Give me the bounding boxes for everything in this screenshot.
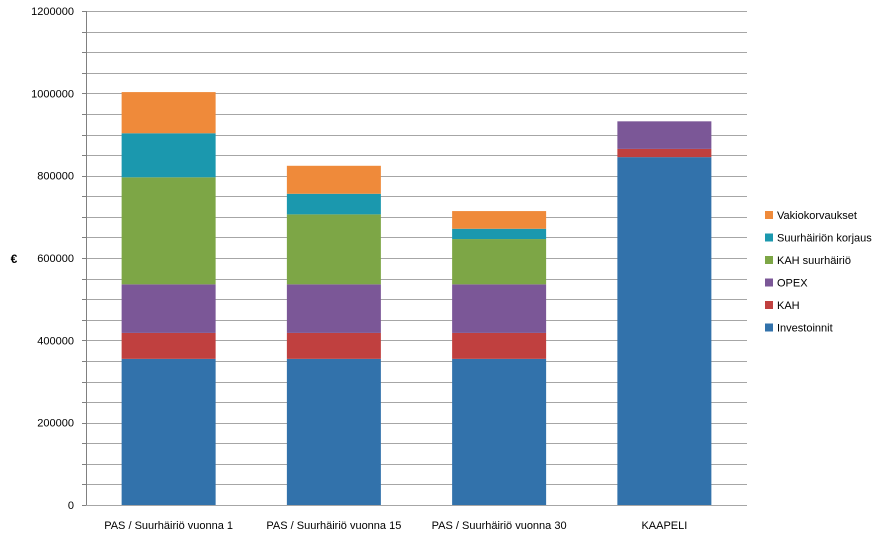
legend-swatch [765,211,773,219]
legend-item: Vakiokorvaukset [765,210,857,222]
bar-segment [617,121,712,149]
y-axis-label: € [11,252,18,266]
bar-segment [286,332,381,359]
legend-label: Suurhäiriön korjaus [777,233,872,245]
x-category-label: PAS / Suurhäiriö vuonna 30 [432,520,567,532]
bar-stack [286,165,381,505]
legend-item: Investoinnit [765,323,833,335]
bar-segment [452,332,547,359]
y-tick-label: 800000 [37,171,74,183]
y-tick-label: 200000 [37,418,74,430]
legend-swatch [765,278,773,287]
bar-segment [617,148,712,158]
bar-segment [121,177,216,285]
bar-segment [121,332,216,359]
legend-swatch [765,233,773,242]
bar-segment [286,284,381,333]
bar-stack [617,121,712,505]
y-tick-label: 0 [68,500,74,512]
legend-swatch [765,301,773,309]
legend-label: Investoinnit [777,323,833,335]
legend: Vakiokorvaukset Suurhäiriön korjaus KAH su… [765,210,872,335]
bar-stack [452,211,547,505]
bar-segment [121,133,216,178]
legend-swatch [765,256,773,264]
legend-label: KAH suurhäiriö [777,255,851,267]
legend-item: OPEX [765,278,808,290]
x-category-label: PAS / Suurhäiriö vuonna 15 [266,520,401,532]
y-tick-label: 1000000 [31,88,74,100]
bar-segment [286,193,381,215]
legend-label: OPEX [777,278,808,290]
y-axis-ticks: 0 200000 400000 600000 800000 1000000 1200000 [31,6,74,512]
bar-segment [617,157,712,505]
bar-segment [452,239,547,285]
x-category-label: KAAPELI [641,520,687,532]
x-category-label: PAS / Suurhäiriö vuonna 1 [104,520,233,532]
bar-segment [286,165,381,194]
bar-segment [452,284,547,333]
y-tick-label: 1200000 [31,6,74,18]
legend-label: KAH [777,300,800,312]
legend-swatch [765,323,773,332]
y-tick-label: 600000 [37,253,74,265]
legend-label: Vakiokorvaukset [777,210,857,222]
legend-item: KAH [765,300,800,312]
bar-segment [121,284,216,333]
bar-segment [286,214,381,285]
bar-segment [286,358,381,505]
bar-segment [452,228,547,240]
legend-item: Suurhäiriön korjaus [765,233,872,245]
y-tick-label: 400000 [37,335,74,347]
x-axis-categories: PAS / Suurhäiriö vuonna 1 PAS / Suurhäiri… [104,520,687,532]
bar-segment [452,211,547,229]
bar-segment [452,358,547,505]
bar-stacks [121,92,712,505]
bar-segment [121,358,216,505]
bar-segment [121,92,216,134]
bar-stack [121,92,216,505]
legend-item: KAH suurhäiriö [765,255,851,267]
